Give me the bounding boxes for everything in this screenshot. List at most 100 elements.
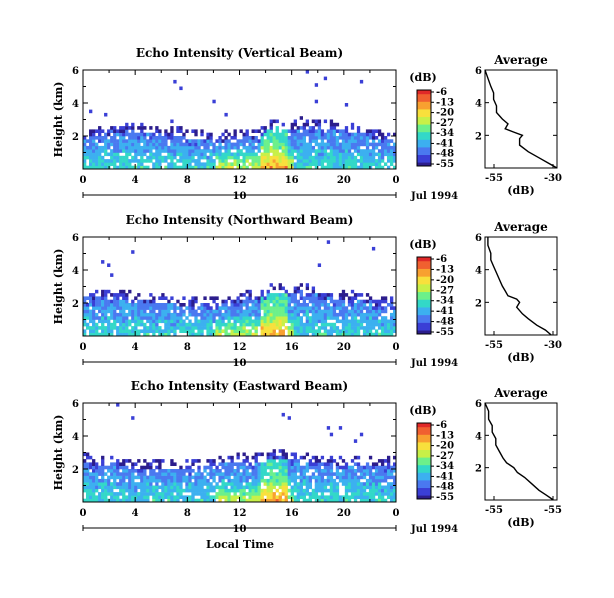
heatmap-cell bbox=[281, 155, 285, 160]
heatmap-cell bbox=[122, 132, 126, 137]
heatmap-cell bbox=[260, 329, 264, 333]
heatmap-cell bbox=[257, 472, 261, 476]
heatmap-cell bbox=[236, 455, 240, 460]
heatmap-cell bbox=[89, 326, 93, 330]
heatmap-cell bbox=[149, 309, 153, 314]
heatmap-cell bbox=[206, 329, 210, 333]
heatmap-cell bbox=[230, 306, 234, 310]
heatmap-cell bbox=[176, 498, 180, 503]
heatmap-cell bbox=[263, 482, 267, 486]
heatmap-cell bbox=[104, 329, 108, 333]
heatmap-cell bbox=[257, 488, 261, 493]
heatmap-cell bbox=[83, 309, 87, 314]
heatmap-cell bbox=[350, 132, 355, 137]
heatmap-cell bbox=[302, 149, 307, 153]
heatmap-cell bbox=[350, 303, 355, 307]
heatmap-cell bbox=[113, 139, 117, 143]
heatmap-cell bbox=[158, 159, 162, 163]
heatmap-cell bbox=[125, 459, 129, 463]
heatmap-cell bbox=[260, 132, 264, 137]
heatmap-cell bbox=[230, 309, 234, 314]
heatmap-cell bbox=[329, 498, 334, 503]
heatmap-cell bbox=[230, 329, 234, 333]
x-tick-label: 0 bbox=[393, 342, 400, 353]
average-x-label: (dB) bbox=[507, 351, 534, 364]
heatmap-cell bbox=[101, 303, 105, 307]
heatmap-cell bbox=[194, 312, 198, 317]
heatmap-cell bbox=[239, 312, 243, 317]
heatmap-cell bbox=[182, 296, 186, 300]
heatmap-cell bbox=[107, 488, 111, 493]
heatmap-cell bbox=[383, 329, 388, 333]
y-tick-label: 4 bbox=[72, 266, 79, 277]
average-y-tick-label: 2 bbox=[475, 464, 482, 475]
heatmap-cell bbox=[230, 478, 234, 483]
heatmap-cell bbox=[191, 469, 195, 473]
heatmap-cell bbox=[197, 465, 201, 470]
heatmap-cell bbox=[344, 162, 349, 166]
heatmap-cell bbox=[290, 462, 294, 466]
heatmap-cell bbox=[104, 488, 108, 493]
colorbar-band bbox=[417, 148, 431, 152]
heatmap-cell bbox=[338, 149, 343, 153]
heatmap-cell bbox=[140, 122, 144, 127]
heatmap-cell bbox=[206, 139, 210, 143]
heatmap-cell bbox=[92, 469, 96, 473]
heatmap-cell bbox=[368, 136, 373, 140]
heatmap-cell bbox=[233, 303, 237, 307]
heatmap-cell bbox=[185, 139, 189, 143]
heatmap-cell bbox=[113, 299, 117, 304]
heatmap-cell bbox=[182, 303, 186, 307]
heatmap-cell bbox=[296, 495, 300, 499]
heatmap-cell bbox=[245, 152, 249, 157]
heatmap-cell bbox=[257, 319, 261, 324]
heatmap-cell bbox=[335, 306, 340, 310]
heatmap-cell bbox=[218, 326, 222, 330]
x-tick-label: 4 bbox=[132, 175, 139, 186]
heatmap-cell bbox=[350, 322, 355, 327]
heatmap-cell bbox=[323, 469, 328, 473]
heatmap-cell bbox=[167, 306, 171, 310]
heatmap-cell bbox=[305, 165, 310, 170]
heatmap-cell bbox=[152, 478, 156, 483]
heatmap-cell bbox=[335, 165, 340, 170]
heatmap-cell bbox=[218, 165, 222, 170]
heatmap-cell bbox=[347, 332, 352, 337]
heatmap-cell bbox=[86, 165, 90, 170]
heatmap-cell bbox=[383, 306, 388, 310]
heatmap-cell bbox=[350, 136, 355, 140]
heatmap-cell bbox=[392, 485, 397, 490]
heatmap-cell bbox=[308, 136, 313, 140]
heatmap-cell bbox=[248, 306, 252, 310]
colorbar-band bbox=[417, 485, 431, 488]
heatmap-cell bbox=[140, 162, 144, 166]
heatmap-cell bbox=[152, 475, 156, 480]
heatmap-cell bbox=[137, 139, 141, 143]
heatmap-cell bbox=[218, 145, 222, 150]
heatmap-cell bbox=[89, 293, 93, 297]
heatmap-cell bbox=[215, 319, 219, 324]
heatmap-cell bbox=[272, 462, 276, 466]
heatmap-cell bbox=[386, 159, 391, 163]
heatmap-cell bbox=[362, 475, 367, 480]
colorbar-band bbox=[417, 332, 431, 335]
heatmap-cell bbox=[302, 312, 307, 317]
heatmap-cell bbox=[374, 306, 379, 310]
heatmap-cell bbox=[116, 472, 120, 476]
heatmap-cell bbox=[314, 303, 319, 307]
heatmap-cell bbox=[119, 482, 123, 486]
heatmap-cell bbox=[110, 136, 114, 140]
heatmap-cell bbox=[101, 472, 105, 476]
colorbar-band bbox=[417, 324, 431, 327]
heatmap-cell bbox=[308, 293, 313, 297]
heatmap-cell bbox=[113, 303, 117, 307]
heatmap-cell bbox=[347, 136, 352, 140]
heatmap-cell bbox=[380, 462, 385, 466]
heatmap-cell bbox=[326, 132, 331, 137]
heatmap-cell bbox=[281, 129, 285, 133]
heatmap-cell bbox=[326, 303, 331, 307]
heatmap-cell bbox=[269, 136, 273, 140]
heatmap-cell bbox=[101, 465, 105, 470]
colorbar-band bbox=[417, 430, 431, 433]
heatmap-cell bbox=[89, 462, 93, 466]
